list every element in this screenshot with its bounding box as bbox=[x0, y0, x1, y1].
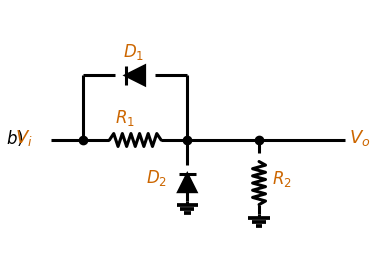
Text: $R_1$: $R_1$ bbox=[115, 108, 134, 129]
Text: $V_o$: $V_o$ bbox=[349, 128, 370, 148]
Polygon shape bbox=[126, 66, 145, 85]
Text: $V_i$: $V_i$ bbox=[15, 128, 33, 148]
Text: $b)$: $b)$ bbox=[6, 128, 24, 148]
Text: $D_2$: $D_2$ bbox=[147, 168, 167, 188]
Text: $R_2$: $R_2$ bbox=[272, 169, 291, 190]
Polygon shape bbox=[179, 174, 196, 192]
Text: $D_1$: $D_1$ bbox=[123, 42, 144, 62]
